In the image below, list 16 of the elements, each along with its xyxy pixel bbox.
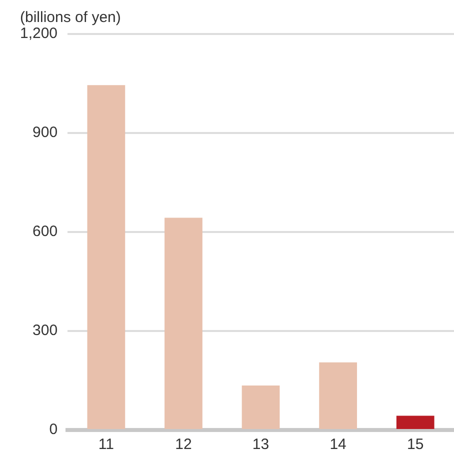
bar (242, 385, 280, 429)
bar (164, 218, 202, 429)
y-axis-title: (billions of yen) (20, 9, 121, 26)
bar (396, 416, 434, 429)
bar (87, 85, 126, 429)
x-tick-label: 14 (330, 436, 346, 454)
y-tick-label: 300 (32, 322, 58, 340)
y-tick-label: 900 (32, 124, 58, 142)
x-tick-label: 11 (98, 436, 114, 454)
y-tick-label: 600 (32, 223, 58, 240)
x-tick-label: 15 (407, 436, 424, 454)
bar (319, 362, 357, 429)
x-tick-label: 13 (252, 436, 270, 454)
y-tick-label: 0 (49, 421, 58, 438)
y-tick-label: 1,200 (20, 25, 58, 42)
x-tick-label: 12 (175, 436, 192, 454)
